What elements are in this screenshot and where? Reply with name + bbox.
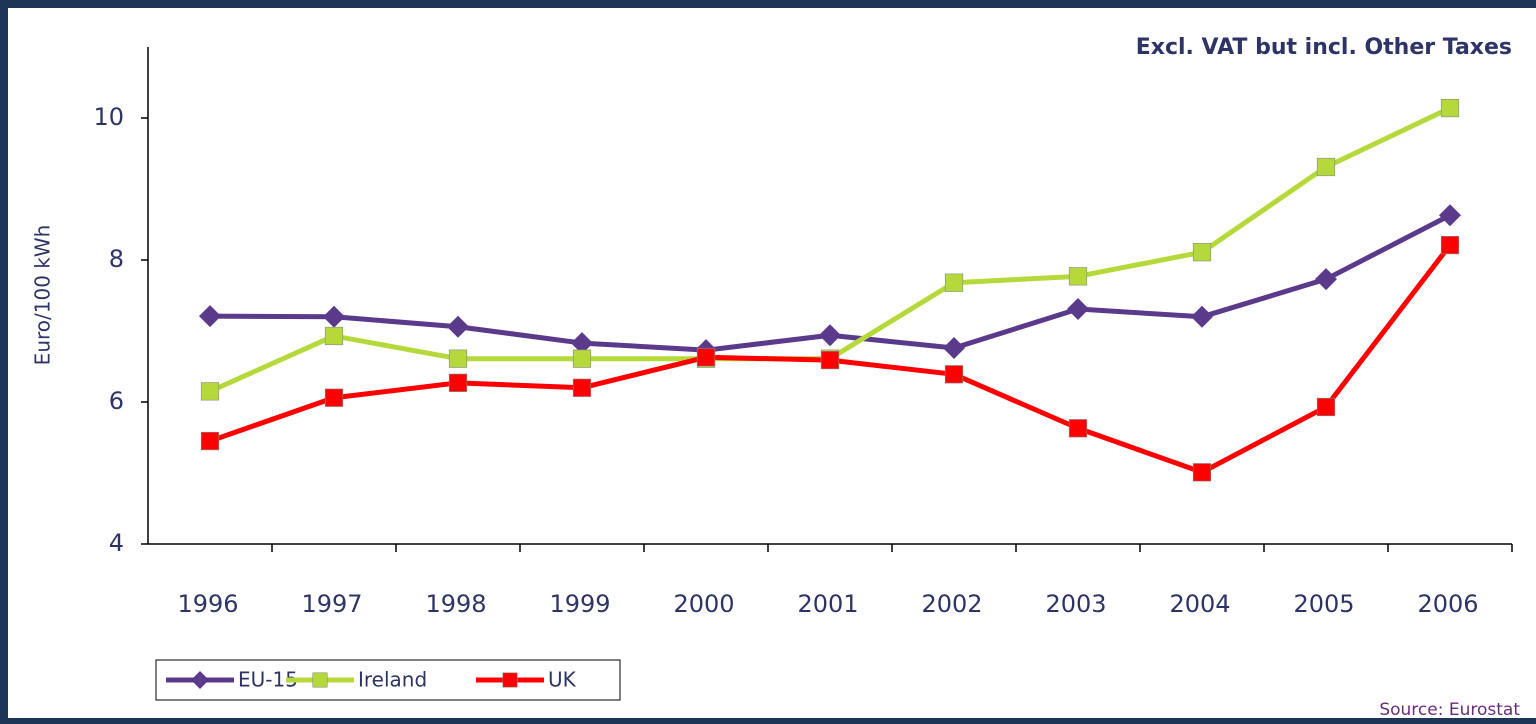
series-marker xyxy=(1068,267,1088,286)
series-marker xyxy=(1316,397,1336,417)
legend-label: UK xyxy=(548,668,577,692)
legend-marker xyxy=(191,671,209,689)
x-tick-label: 1997 xyxy=(301,590,362,618)
x-tick-label: 2005 xyxy=(1293,590,1354,618)
series-marker xyxy=(696,348,716,367)
series-marker xyxy=(324,326,344,346)
series-marker xyxy=(1192,243,1212,262)
series-line xyxy=(208,105,1452,394)
x-tick-label: 2001 xyxy=(797,590,858,618)
x-tick-label: 2002 xyxy=(921,590,982,618)
legend-marker xyxy=(502,672,518,688)
x-tick-label: 2000 xyxy=(673,590,734,618)
series-marker xyxy=(447,315,469,338)
series-marker xyxy=(572,378,592,397)
y-axis-label: Euro/100 kWh xyxy=(31,225,55,366)
series-marker xyxy=(1439,204,1461,227)
series-marker xyxy=(572,349,592,368)
series-marker xyxy=(1316,157,1336,177)
x-tick-label: 1999 xyxy=(549,590,610,618)
x-tick-label: 2006 xyxy=(1417,590,1478,618)
y-tick-label: 6 xyxy=(109,387,124,415)
series-marker xyxy=(448,349,468,368)
legend-marker xyxy=(312,672,328,688)
x-tick-label: 1996 xyxy=(177,590,238,618)
y-tick-label: 10 xyxy=(93,103,124,131)
series-marker xyxy=(1440,98,1460,118)
series-marker xyxy=(944,273,964,292)
source: Source: Eurostat xyxy=(1379,700,1520,720)
series-marker xyxy=(1068,419,1088,438)
series-marker xyxy=(943,337,965,360)
series-marker xyxy=(819,324,841,347)
y-tick-label: 4 xyxy=(109,529,124,557)
series-marker xyxy=(448,373,468,392)
x-tick-label: 1998 xyxy=(425,590,486,618)
x-tick-label: 2004 xyxy=(1169,590,1230,618)
series-marker xyxy=(200,431,220,451)
series-marker xyxy=(324,388,344,407)
series-marker xyxy=(1440,235,1460,255)
series-marker xyxy=(1191,305,1213,328)
y-tick-label: 8 xyxy=(109,245,124,273)
series-marker xyxy=(944,365,964,384)
series-marker xyxy=(820,351,840,370)
legend-label: Ireland xyxy=(358,668,427,692)
series-marker xyxy=(1315,268,1337,291)
series-marker xyxy=(1192,463,1212,482)
series-marker xyxy=(571,332,593,355)
annotation: Excl. VAT but incl. Other Taxes xyxy=(1136,35,1512,60)
series-marker xyxy=(323,305,345,328)
x-tick-label: 2003 xyxy=(1045,590,1106,618)
series-marker xyxy=(1067,297,1089,320)
series-marker xyxy=(199,305,221,328)
series-marker xyxy=(200,382,220,401)
